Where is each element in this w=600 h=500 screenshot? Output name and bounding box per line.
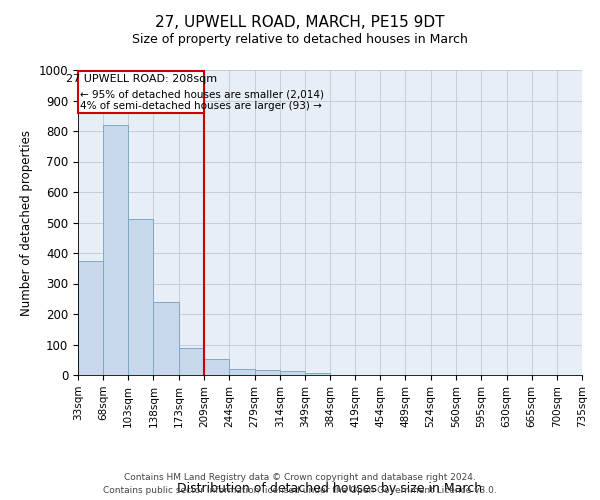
- FancyBboxPatch shape: [78, 70, 205, 112]
- Bar: [128, 220, 154, 375]
- Bar: [305, 372, 330, 375]
- Bar: [103, 125, 128, 375]
- Text: ← 95% of detached houses are smaller (2,014): ← 95% of detached houses are smaller (2,…: [80, 90, 324, 100]
- Text: 27 UPWELL ROAD: 208sqm: 27 UPWELL ROAD: 208sqm: [65, 74, 217, 84]
- Bar: [254, 370, 280, 375]
- Bar: [205, 359, 229, 375]
- Text: 27, UPWELL ROAD, MARCH, PE15 9DT: 27, UPWELL ROAD, MARCH, PE15 9DT: [155, 15, 445, 30]
- Bar: [78, 260, 103, 375]
- X-axis label: Distribution of detached houses by size in March: Distribution of detached houses by size …: [178, 482, 482, 496]
- Bar: [229, 369, 254, 375]
- Bar: [280, 372, 305, 375]
- Bar: [154, 302, 179, 375]
- Y-axis label: Number of detached properties: Number of detached properties: [20, 130, 33, 316]
- Text: Contains public sector information licensed under the Open Government Licence v3: Contains public sector information licen…: [103, 486, 497, 495]
- Text: Contains HM Land Registry data © Crown copyright and database right 2024.: Contains HM Land Registry data © Crown c…: [124, 472, 476, 482]
- Text: 4% of semi-detached houses are larger (93) →: 4% of semi-detached houses are larger (9…: [80, 101, 322, 111]
- Bar: [179, 348, 205, 375]
- Text: Size of property relative to detached houses in March: Size of property relative to detached ho…: [132, 32, 468, 46]
